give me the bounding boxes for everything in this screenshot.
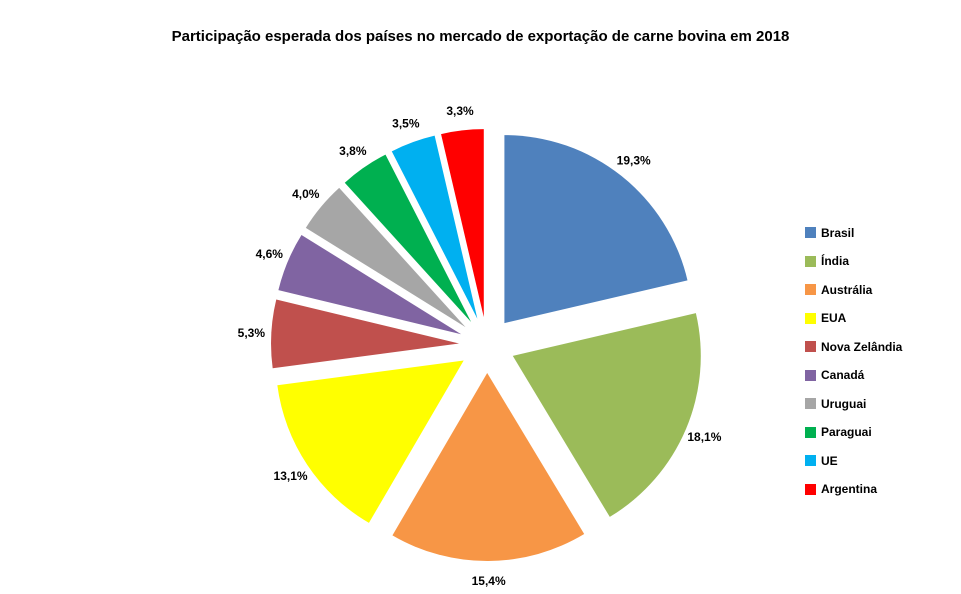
slice-label-brasil: 19,3%: [617, 153, 651, 167]
legend-label-brasil: Brasil: [821, 225, 855, 240]
legend-item-india: Índia: [805, 253, 902, 270]
pie-slice-india: [512, 313, 701, 517]
legend-swatch-nova-zelandia: [805, 341, 816, 352]
legend-label-australia: Austrália: [821, 282, 873, 297]
legend-swatch-uruguai: [805, 398, 816, 409]
legend-label-argentina: Argentina: [821, 482, 878, 496]
legend-item-brasil: Brasil: [805, 224, 902, 241]
legend-label-canada: Canadá: [821, 368, 865, 382]
pie-slice-canada: [278, 234, 462, 335]
slice-label-uruguai: 4,0%: [292, 187, 320, 201]
pie-slice-eua: [277, 360, 464, 523]
legend-item-australia: Austrália: [805, 281, 902, 298]
legend-swatch-brasil: [805, 227, 816, 238]
legend-label-paraguai: Paraguai: [821, 425, 872, 439]
legend-item-eua: EUA: [805, 310, 902, 327]
legend-label-ue: UE: [821, 453, 838, 468]
legend-item-nova-zelandia: Nova Zelândia: [805, 338, 902, 355]
legend-swatch-australia: [805, 284, 816, 295]
legend-swatch-argentina: [805, 483, 816, 495]
legend-item-uruguai: Uruguai: [805, 395, 902, 412]
legend-swatch-ue: [805, 455, 816, 466]
slice-label-paraguai: 3,8%: [339, 144, 367, 158]
legend-label-nova-zelandia: Nova Zelândia: [821, 339, 903, 354]
slice-label-canada: 4,6%: [256, 247, 284, 261]
legend-swatch-eua: [805, 312, 816, 324]
slice-label-nova-zelandia: 5,3%: [238, 326, 266, 340]
legend-label-india: Índia: [821, 254, 850, 268]
legend-swatch-paraguai: [805, 426, 816, 438]
pie-slice-nova-zelandia: [271, 299, 460, 369]
slice-label-ue: 3,5%: [392, 117, 420, 131]
chart-title: Participação esperada dos países no merc…: [171, 28, 790, 45]
chart-legend: Brasil Índia Austrália EUA Nova Zelândia Cana…: [805, 224, 902, 509]
legend-label-uruguai: Uruguai: [821, 396, 867, 411]
pie-slice-argentina: [441, 129, 484, 318]
legend-item-paraguai: Paraguai: [805, 424, 902, 441]
slice-label-argentina: 3,3%: [446, 104, 474, 118]
legend-swatch-india: [805, 255, 816, 267]
slice-label-india: 18,1%: [687, 430, 721, 444]
legend-item-canada: Canadá: [805, 367, 902, 384]
pie-slice-australia: [392, 372, 585, 561]
pie-slice-uruguai: [305, 187, 466, 328]
legend-swatch-canada: [805, 369, 816, 381]
pie-slice-brasil: [504, 135, 688, 324]
legend-label-eua: EUA: [821, 311, 847, 325]
legend-item-ue: UE: [805, 452, 902, 469]
pie-slice-ue: [391, 135, 478, 319]
pie-slice-paraguai: [344, 154, 472, 322]
legend-item-argentina: Argentina: [805, 481, 902, 498]
slice-label-eua: 13,1%: [274, 469, 308, 483]
slice-label-australia: 15,4%: [472, 574, 506, 588]
